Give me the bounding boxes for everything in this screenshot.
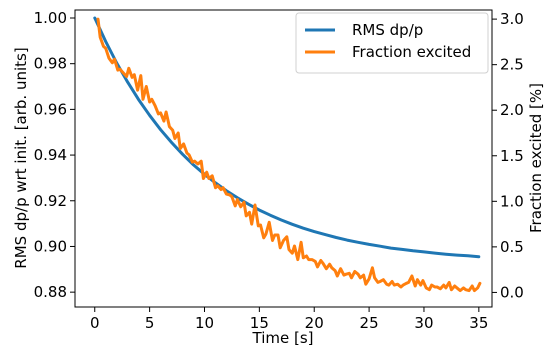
legend: RMS dp/p Fraction excited bbox=[295, 12, 489, 74]
y-axis-left-label: RMS dp/p wrt init. [arb. units] bbox=[12, 47, 30, 268]
legend-label-rms-dpp: RMS dp/p bbox=[352, 21, 423, 39]
y-right-tick-label: 1.5 bbox=[500, 147, 524, 165]
series-layer bbox=[93, 16, 482, 293]
legend-frame bbox=[295, 12, 489, 74]
y-right-tick-label: 3.0 bbox=[500, 10, 524, 28]
y-right-tick-label: 2.5 bbox=[500, 56, 524, 74]
x-tick-label: 5 bbox=[145, 314, 155, 332]
y-right-tick-label: 2.0 bbox=[500, 101, 524, 119]
y-left-tick-label: 0.96 bbox=[34, 100, 67, 118]
x-tick-label: 35 bbox=[469, 314, 488, 332]
y-right-tick-label: 0.0 bbox=[500, 283, 524, 301]
series-line-rms-dp-p bbox=[93, 16, 481, 259]
y-left-tick-label: 1.00 bbox=[34, 9, 67, 27]
x-axis-label: Time [s] bbox=[252, 329, 314, 347]
x-tick-label: 20 bbox=[305, 314, 324, 332]
x-tick-label: 10 bbox=[195, 314, 214, 332]
x-tick-label: 0 bbox=[90, 314, 100, 332]
y-left-tick-label: 0.88 bbox=[34, 283, 67, 301]
y-axis-left: 0.88 0.90 0.92 0.94 0.96 0.98 1.00 bbox=[34, 9, 75, 301]
y-right-tick-label: 0.5 bbox=[500, 238, 524, 256]
y-left-tick-label: 0.94 bbox=[34, 146, 67, 164]
x-tick-label: 25 bbox=[360, 314, 379, 332]
x-tick-label: 15 bbox=[250, 314, 269, 332]
y-right-tick-label: 1.0 bbox=[500, 192, 524, 210]
y-axis-right: 0.0 0.5 1.0 1.5 2.0 2.5 3.0 bbox=[492, 10, 524, 301]
y-left-tick-label: 0.98 bbox=[34, 55, 67, 73]
x-axis: 0 5 10 15 20 25 30 35 bbox=[90, 307, 488, 332]
x-tick-label: 30 bbox=[414, 314, 433, 332]
plot-frame bbox=[74, 9, 493, 308]
y-axis-right-label: Fraction excited [%] bbox=[527, 83, 544, 233]
y-left-tick-label: 0.90 bbox=[34, 237, 67, 255]
series-line-fraction-excited bbox=[96, 17, 482, 293]
legend-label-fraction-excited: Fraction excited bbox=[352, 43, 471, 61]
y-left-tick-label: 0.92 bbox=[34, 192, 67, 210]
